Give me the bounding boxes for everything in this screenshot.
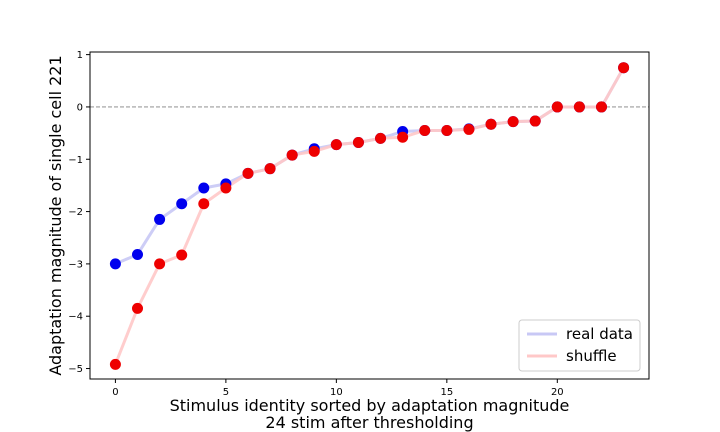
series-0-point-0 [109, 258, 121, 270]
tick-layer: 0 5 10 15 20 −5 −4 −3 −2 −1 0 1 [68, 50, 563, 398]
series-1-point-15 [441, 124, 453, 136]
series-0-point-4 [198, 182, 210, 194]
y-tick-label: −5 [68, 364, 83, 375]
series-1-point-23 [618, 62, 630, 74]
series-1-point-20 [551, 101, 563, 113]
x-tick-label: 0 [112, 387, 118, 398]
series-1-point-9 [308, 145, 320, 157]
series-1-point-16 [463, 123, 475, 135]
series-1-point-18 [507, 116, 519, 128]
x-tick-label: 10 [330, 387, 343, 398]
series-1-point-14 [419, 124, 431, 136]
series-1-point-3 [176, 249, 188, 261]
x-tick-label: 5 [223, 387, 229, 398]
series-0-point-2 [154, 213, 166, 225]
y-tick-label: −3 [68, 259, 83, 270]
series-1-point-1 [132, 302, 144, 314]
series-1-point-17 [485, 118, 497, 130]
x-tick-label: 15 [440, 387, 453, 398]
series-1-point-7 [264, 163, 276, 175]
series-1-point-2 [154, 258, 166, 270]
y-tick-label: 1 [77, 50, 83, 61]
y-tick-label: −1 [68, 155, 83, 166]
series-1-point-21 [573, 101, 585, 113]
x-tick-label: 20 [551, 387, 564, 398]
x-axis-sublabel: 24 stim after thresholding [265, 413, 473, 432]
legend: real data shuffle [518, 319, 641, 372]
series-1-point-19 [529, 115, 541, 127]
y-tick-label: 0 [77, 102, 83, 113]
y-tick-label: −4 [68, 312, 83, 323]
series-0-point-1 [132, 248, 144, 260]
legend-label-1: shuffle [566, 347, 617, 365]
x-axis-label: Stimulus identity sorted by adaptation m… [170, 396, 570, 415]
series-1-point-5 [220, 182, 232, 194]
series-1-point-12 [375, 132, 387, 144]
series-layer [109, 62, 630, 370]
series-1-point-11 [352, 137, 364, 149]
series-1-point-10 [330, 139, 342, 151]
y-tick-label: −2 [68, 207, 83, 218]
series-1-point-22 [595, 101, 607, 113]
y-axis-label: Adaptation magnitude of single cell 221 [46, 55, 65, 375]
series-1-point-6 [242, 167, 254, 179]
series-1-point-8 [286, 149, 298, 161]
legend-label-0: real data [566, 325, 633, 343]
series-1-point-13 [397, 131, 409, 143]
series-0-point-3 [176, 198, 188, 210]
plot-area-frame [89, 51, 650, 380]
series-1-point-0 [109, 358, 121, 370]
series-1-point-4 [198, 198, 210, 210]
